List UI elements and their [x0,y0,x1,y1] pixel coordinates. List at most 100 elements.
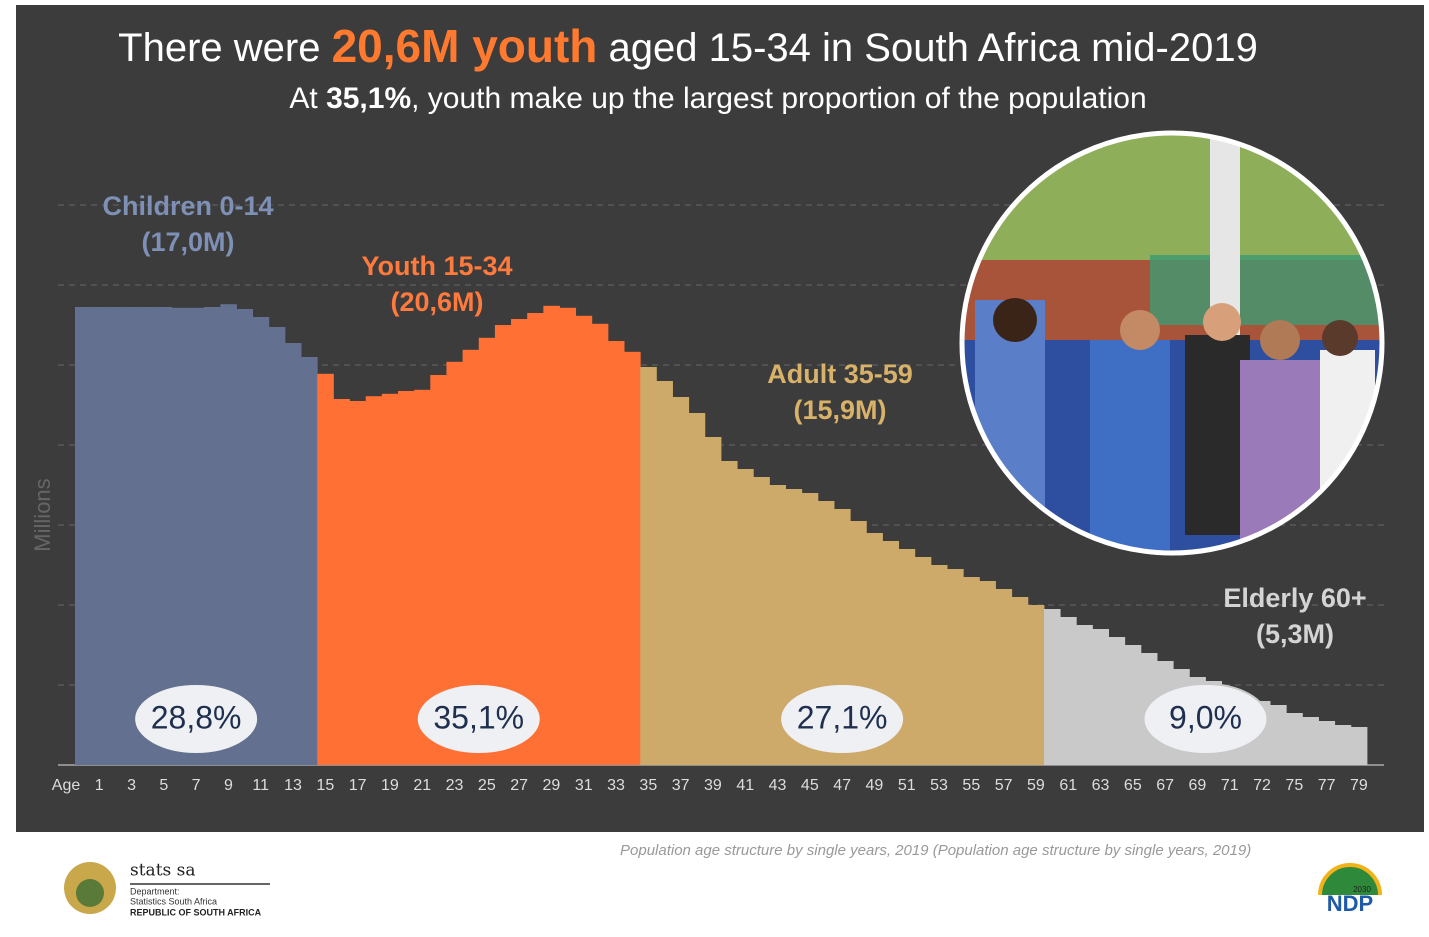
country: REPUBLIC OF SOUTH AFRICA [130,907,262,917]
bar [398,391,415,765]
bar [317,373,334,765]
share-label: 9,0% [1169,699,1242,735]
bar [107,307,124,765]
bar [252,317,270,765]
x-tick-label: 63 [1092,777,1110,794]
share-label: 35,1% [433,699,524,735]
share-label: 28,8% [151,699,242,735]
subtitle-part: , youth make up the largest proportion o… [411,82,1146,115]
group-name: Elderly 60+ [1223,583,1366,613]
x-tick-label: 77 [1318,777,1336,794]
bar [284,343,302,765]
bar [91,307,108,765]
bar [349,401,367,765]
group-total: (20,6M) [390,287,483,317]
x-tick-label: 35 [639,777,657,794]
bar [236,309,254,765]
ndp-year: 2030 [1353,885,1371,894]
bar [753,477,770,765]
stats-sa-logo: stats sa Department: Statistics South Af… [64,861,270,917]
title-highlight: 20,6M youth [332,20,598,72]
x-tick-label: 57 [995,777,1013,794]
bar [995,589,1013,765]
bar [947,569,964,765]
ndp-arc [1318,863,1382,896]
x-tick-label: 51 [898,777,916,794]
bar [1044,609,1061,765]
x-tick-label: 65 [1124,777,1142,794]
bar [1108,637,1126,765]
x-tick-label: 19 [381,777,399,794]
group-name: Youth 15-34 [361,251,512,281]
bar [446,361,463,765]
dept-name: Statistics South Africa [130,896,217,906]
bar [930,565,948,765]
group-name: Adult 35-59 [767,359,913,389]
share-badge [133,683,260,755]
x-axis-label: Age [52,777,81,794]
bar [171,307,189,765]
share-badge [415,683,542,755]
org-name: stats sa [130,861,196,881]
ndp-text: NDP [1327,891,1373,916]
bar [414,389,431,765]
x-tick-label: 43 [769,777,787,794]
x-tick-label: 13 [284,777,302,794]
bar [1318,721,1336,765]
x-tick-label: 1 [95,777,104,794]
subtitle-part: At [289,82,326,115]
dept-label: Department: [130,886,180,896]
bar [559,307,577,765]
x-tick-label: 71 [1221,777,1239,794]
bar [155,307,173,765]
bar [575,315,593,765]
group-total: (15,9M) [793,395,886,425]
bar [1270,705,1287,765]
x-tick-label: 17 [349,777,367,794]
bar [979,581,996,765]
bar [1286,713,1303,765]
bar [963,577,980,765]
x-tick-label: 25 [478,777,496,794]
bar [1092,629,1109,765]
x-tick-label: 39 [704,777,722,794]
bar [672,397,690,765]
bar [75,307,92,765]
x-tick-label: 47 [833,777,851,794]
share-badge [1142,683,1269,755]
bar [1350,727,1368,765]
x-tick-label: 72 [1253,777,1271,794]
bar [430,375,447,765]
bar [1124,645,1142,765]
bar [1334,725,1352,765]
photo-frame [959,130,1385,556]
bar [1076,625,1093,765]
group-total: (5,3M) [1256,619,1334,649]
bar [769,485,786,765]
bar [737,469,754,765]
bar [591,323,609,765]
bar [1011,597,1029,765]
x-tick-label: 55 [962,777,980,794]
bar [704,437,722,765]
x-tick-label: 79 [1350,777,1368,794]
x-tick-label: 29 [543,777,561,794]
x-tick-label: 31 [575,777,593,794]
x-tick-label: 23 [446,777,464,794]
bar [478,337,496,765]
bar [624,351,641,765]
bar [1302,717,1319,765]
group-name: Children 0-14 [102,191,273,221]
subtitle-highlight: 35,1% [326,82,411,115]
ndp-logo: 2030 NDP [1318,863,1382,916]
x-tick-label: 61 [1059,777,1077,794]
x-tick-label: 49 [866,777,884,794]
bar [268,327,286,765]
bar [494,325,512,765]
x-tick-label: 41 [736,777,754,794]
bar [543,305,560,765]
bar [188,307,205,765]
bar [640,367,657,765]
